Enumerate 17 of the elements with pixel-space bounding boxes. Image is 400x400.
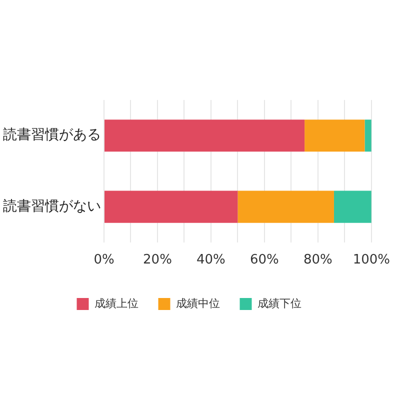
x-tick-label: 80% bbox=[303, 252, 332, 268]
x-tick-label: 40% bbox=[196, 252, 226, 268]
x-tick-label: 0% bbox=[94, 252, 114, 268]
legend-label: 成績下位 bbox=[257, 296, 302, 310]
bar bbox=[364, 120, 372, 152]
x-tick-label: 60% bbox=[250, 252, 279, 268]
x-tick-label: 100% bbox=[352, 252, 390, 268]
bar bbox=[104, 120, 305, 152]
legend-label: 成績上位 bbox=[94, 296, 138, 310]
legend-label: 成績中位 bbox=[176, 296, 220, 310]
x-tick-label: 20% bbox=[143, 252, 172, 268]
bar bbox=[104, 190, 238, 223]
y-tick-label: 読書習慣がある bbox=[3, 127, 101, 144]
bar bbox=[304, 120, 365, 152]
y-tick-label: 読書習慣がない bbox=[3, 198, 101, 214]
bar bbox=[238, 190, 334, 223]
bar bbox=[334, 190, 372, 223]
